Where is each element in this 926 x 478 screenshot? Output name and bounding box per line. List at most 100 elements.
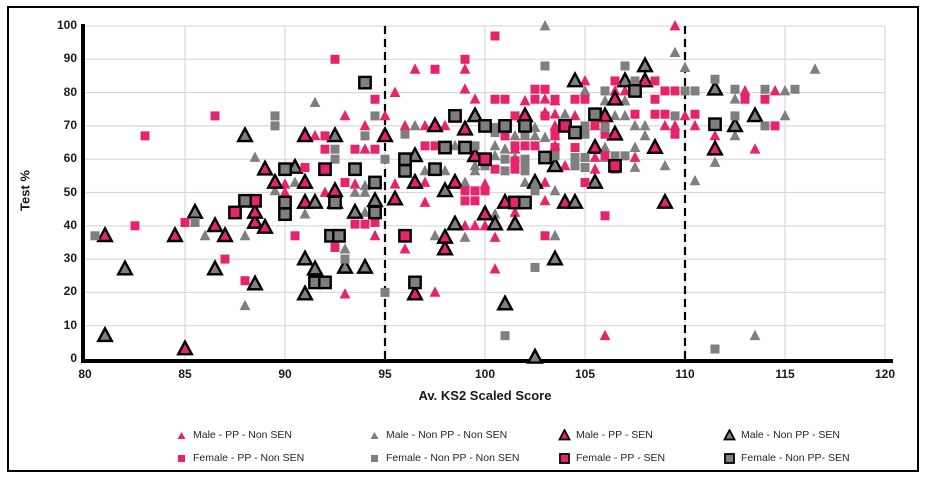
data-point [520, 154, 530, 164]
data-point [408, 275, 422, 290]
data-point [290, 231, 300, 241]
y-tick-label: 0 [70, 351, 77, 365]
x-tick-label: 120 [874, 367, 896, 381]
data-point [520, 141, 530, 151]
square-legend-icon [724, 453, 735, 464]
data-point [539, 20, 551, 31]
data-point [239, 229, 251, 241]
x-tick-label: 100 [474, 367, 496, 381]
data-point [510, 164, 520, 174]
data-point [790, 84, 800, 94]
data-point [349, 178, 361, 189]
data-point [299, 208, 311, 219]
data-point [600, 86, 610, 96]
data-point [426, 115, 444, 133]
data-point [670, 86, 680, 96]
data-point [249, 151, 261, 162]
data-point [499, 143, 511, 154]
data-point [296, 172, 314, 189]
data-point [459, 63, 471, 74]
data-point [309, 96, 321, 107]
data-point [740, 94, 750, 104]
data-point [589, 151, 601, 162]
data-point [380, 287, 390, 297]
data-point [599, 141, 611, 152]
data-point [349, 186, 361, 197]
data-point [530, 94, 540, 104]
data-point [320, 144, 330, 154]
data-point [526, 347, 544, 364]
data-point [399, 119, 411, 131]
data-point [519, 176, 531, 187]
data-point [530, 186, 540, 196]
legend-label: Female - PP - Non SEN [193, 452, 305, 464]
data-point [489, 139, 501, 151]
legend-item[interactable]: Female - PP - SEN [558, 452, 665, 464]
data-point [350, 144, 360, 154]
data-point [398, 152, 412, 167]
data-point [600, 129, 610, 139]
data-point [278, 207, 292, 222]
data-point [340, 254, 350, 264]
data-point [409, 119, 421, 131]
legend-label: Female - Non PP - Non SEN [386, 452, 520, 464]
data-point [620, 61, 630, 71]
data-point [478, 118, 492, 133]
data-point [368, 205, 382, 220]
square-legend-icon [371, 455, 378, 462]
legend-item[interactable]: Male - Non PP - Non SEN [368, 429, 507, 441]
data-point [568, 125, 582, 140]
data-point [459, 231, 471, 242]
data-point [616, 71, 634, 88]
legend-item[interactable]: Female - Non PP - Non SEN [368, 452, 519, 464]
data-point [599, 329, 611, 341]
data-point [96, 225, 114, 243]
data-point [500, 131, 510, 141]
data-point [489, 263, 501, 274]
data-point [610, 151, 620, 161]
data-point [559, 159, 571, 171]
y-tick-label: 70 [63, 117, 77, 132]
data-point [406, 284, 424, 301]
data-point [389, 178, 401, 189]
data-point [419, 176, 431, 187]
legend-item[interactable]: Female - PP - Non SEN [175, 452, 304, 464]
data-point [549, 229, 561, 241]
data-point [709, 156, 721, 167]
data-point [749, 329, 761, 341]
data-point [656, 192, 674, 209]
data-point [570, 94, 580, 104]
data-point [760, 84, 770, 94]
legend-item[interactable]: Male - PP - Non SEN [175, 429, 292, 441]
data-point [629, 151, 641, 162]
data-point [550, 151, 560, 161]
data-point [540, 84, 550, 94]
data-point [600, 211, 610, 221]
data-point [630, 109, 640, 119]
data-point [300, 163, 310, 173]
series-4 [130, 31, 780, 286]
data-point [498, 118, 512, 133]
data-point [480, 186, 490, 196]
data-point [606, 124, 624, 141]
data-point [216, 225, 234, 243]
data-point [530, 141, 540, 151]
data-point [609, 109, 621, 121]
triangle-legend-icon [723, 429, 736, 441]
y-tick-label: 100 [56, 18, 77, 32]
data-point [436, 239, 454, 256]
data-point [669, 119, 681, 131]
data-point [318, 275, 332, 290]
data-point [809, 63, 821, 74]
data-point [540, 111, 550, 121]
data-point [546, 155, 564, 173]
legend-item[interactable]: Female - Non PP- SEN [723, 452, 850, 464]
data-point [540, 61, 550, 71]
data-point [679, 61, 691, 73]
legend-item[interactable]: Male - PP - SEN [558, 429, 653, 441]
legend-item[interactable]: Male - Non PP - SEN [723, 429, 840, 441]
data-point [650, 94, 660, 104]
data-point [336, 257, 354, 274]
series-7 [238, 75, 722, 290]
data-point [760, 94, 770, 104]
